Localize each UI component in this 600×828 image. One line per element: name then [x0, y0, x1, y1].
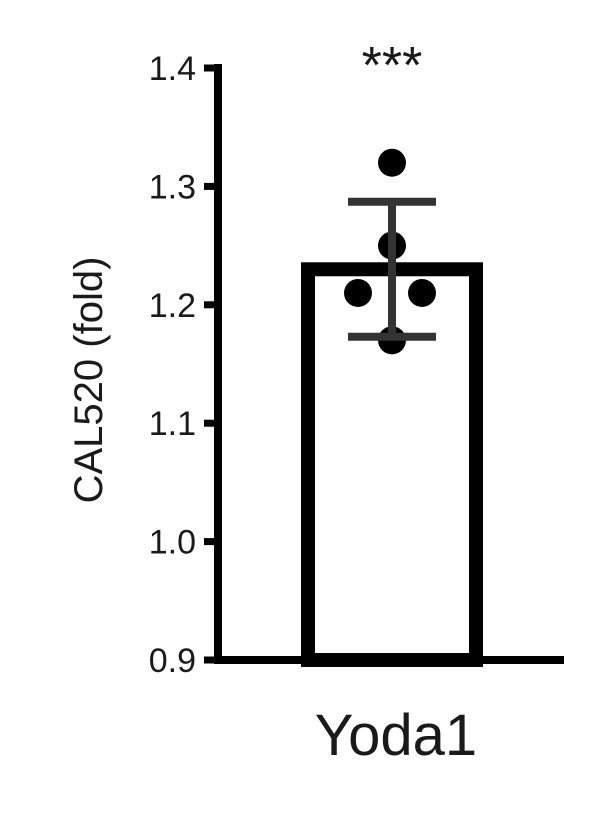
- y-tick-label: 1.4: [149, 50, 196, 88]
- data-point: [378, 148, 406, 177]
- y-tick-label: 1.0: [149, 524, 196, 562]
- y-tick-label: 0.9: [149, 642, 196, 680]
- x-category-label: Yoda1: [315, 703, 477, 768]
- chart-marks: [301, 148, 483, 667]
- y-axis-ticks: 0.9 1.0 1.1 1.2 1.3 1.4: [149, 50, 218, 680]
- data-point: [408, 278, 436, 307]
- chart-axes: 0.9 1.0 1.1 1.2 1.3 1.4: [149, 50, 564, 680]
- y-tick-label: 1.1: [149, 405, 196, 443]
- y-axis-label: CAL520 (fold): [67, 257, 111, 504]
- data-point: [344, 278, 372, 307]
- y-tick-label: 1.3: [149, 168, 196, 206]
- y-tick-label: 1.2: [149, 287, 196, 325]
- significance-label: ***: [362, 37, 423, 95]
